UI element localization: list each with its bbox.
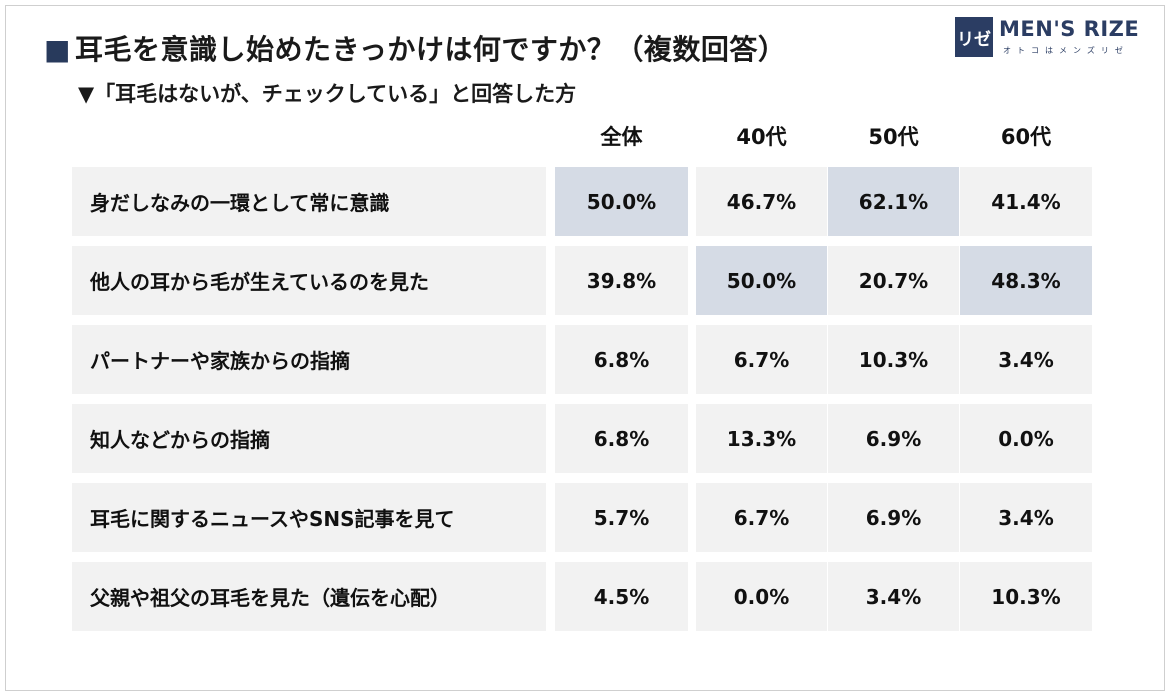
value-cell: 10.3% — [960, 562, 1092, 631]
table-row: 父親や祖父の耳毛を見た（遺伝を心配） 4.5% 0.0% 3.4% 10.3% — [72, 562, 1092, 631]
value-cell: 41.4% — [960, 167, 1092, 236]
title-square-marker: ■ — [44, 33, 71, 66]
value-cell: 5.7% — [555, 483, 688, 552]
row-label: 他人の耳から毛が生えているのを見た — [72, 246, 546, 315]
value-cell: 0.0% — [960, 404, 1092, 473]
chart-title: ■ 耳毛を意識し始めたきっかけは何ですか？（複数回答） — [44, 28, 786, 68]
column-header: 50代 — [868, 125, 919, 149]
table-row: 耳毛に関するニュースやSNS記事を見て 5.7% 6.7% 6.9% 3.4% — [72, 483, 1092, 552]
value-cell: 6.8% — [555, 404, 688, 473]
row-label: 耳毛に関するニュースやSNS記事を見て — [72, 483, 546, 552]
value-cell: 20.7% — [828, 246, 959, 315]
value-cell: 0.0% — [696, 562, 827, 631]
table-row: 他人の耳から毛が生えているのを見た 39.8% 50.0% 20.7% 48.3% — [72, 246, 1092, 315]
value-cell: 6.8% — [555, 325, 688, 394]
table-row: パートナーや家族からの指摘 6.8% 6.7% 10.3% 3.4% — [72, 325, 1092, 394]
value-cell: 4.5% — [555, 562, 688, 631]
value-cell: 39.8% — [555, 246, 688, 315]
value-cell: 6.9% — [828, 404, 959, 473]
chart-subtitle: ▼「耳毛はないが、チェックしている」と回答した方 — [78, 82, 577, 106]
value-cell: 6.7% — [696, 483, 827, 552]
row-label: パートナーや家族からの指摘 — [72, 325, 546, 394]
logo-name: MEN'S RIZE — [999, 17, 1140, 41]
column-header: 全体 — [600, 125, 643, 149]
chart-title-text: 耳毛を意識し始めたきっかけは何ですか？（複数回答） — [74, 33, 787, 66]
row-label: 身だしなみの一環として常に意識 — [72, 167, 546, 236]
value-cell: 13.3% — [696, 404, 827, 473]
row-label: 知人などからの指摘 — [72, 404, 546, 473]
value-cell: 10.3% — [828, 325, 959, 394]
column-header: 60代 — [1000, 125, 1052, 149]
table-row: 身だしなみの一環として常に意識 50.0% 46.7% 62.1% 41.4% — [72, 167, 1092, 236]
value-cell: 62.1% — [828, 167, 959, 236]
value-cell: 6.7% — [696, 325, 827, 394]
table-row: 知人などからの指摘 6.8% 13.3% 6.9% 0.0% — [72, 404, 1092, 473]
logo-mark: リゼ — [955, 17, 993, 57]
brand-logo: リゼ MEN'S RIZE オトコはメンズリゼ — [955, 17, 1151, 59]
logo-tagline: オトコはメンズリゼ — [1003, 46, 1129, 55]
value-cell: 46.7% — [696, 167, 827, 236]
value-cell: 50.0% — [696, 246, 827, 315]
value-cell: 3.4% — [828, 562, 959, 631]
value-cell: 48.3% — [960, 246, 1092, 315]
value-cell: 6.9% — [828, 483, 959, 552]
value-cell: 3.4% — [960, 483, 1092, 552]
value-cell: 50.0% — [555, 167, 688, 236]
row-label: 父親や祖父の耳毛を見た（遺伝を心配） — [72, 562, 546, 631]
column-header: 40代 — [736, 125, 787, 149]
value-cell: 3.4% — [960, 325, 1092, 394]
